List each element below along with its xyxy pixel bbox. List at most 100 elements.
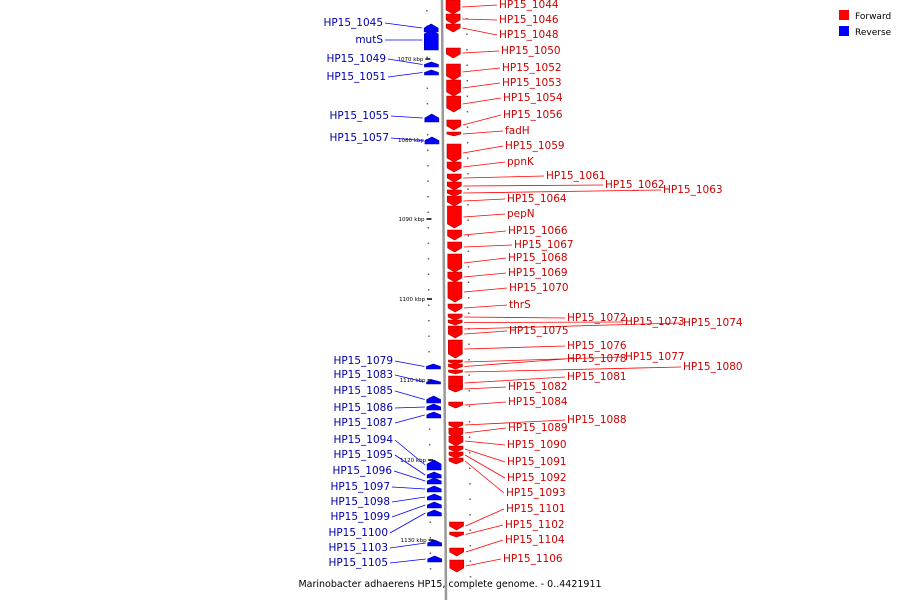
label-HP15_1072[interactable]: HP15_1072: [567, 312, 627, 324]
forward-gene-HP15_1050[interactable]: [446, 47, 461, 59]
forward-gene-HP15_1048[interactable]: [445, 23, 461, 33]
label-HP15_1055[interactable]: HP15_1055: [329, 110, 389, 122]
label-HP15_1089[interactable]: HP15_1089: [508, 422, 568, 434]
reverse-gene-HP15_1085[interactable]: [426, 395, 441, 404]
label-HP15_1090[interactable]: HP15_1090: [507, 439, 567, 451]
label-HP15_1054[interactable]: HP15_1054: [503, 92, 563, 104]
forward-gene-HP15_1070[interactable]: [447, 281, 463, 303]
forward-gene-HP15_1059[interactable]: [446, 143, 462, 163]
forward-gene-HP15_1072[interactable]: [447, 313, 463, 321]
forward-gene-HP15_1066[interactable]: [447, 229, 462, 241]
label-thrS[interactable]: thrS: [509, 299, 531, 311]
label-HP15_1098[interactable]: HP15_1098: [330, 496, 390, 508]
label-HP15_1082[interactable]: HP15_1082: [508, 381, 568, 393]
label-HP15_1084[interactable]: HP15_1084: [508, 396, 568, 408]
label-pepN[interactable]: pepN: [507, 208, 535, 220]
forward-gene-HP15_1064[interactable]: [447, 195, 462, 207]
reverse-gene-HP15_1103[interactable]: [427, 539, 442, 547]
label-HP15_1049[interactable]: HP15_1049: [326, 53, 386, 65]
reverse-gene-HP15_1051[interactable]: [424, 69, 439, 76]
forward-gene-HP15_1069[interactable]: [447, 271, 463, 283]
forward-gene-HP15_1082[interactable]: [448, 385, 463, 393]
label-mutS[interactable]: mutS: [355, 34, 383, 46]
forward-gene-fadH[interactable]: [446, 131, 462, 137]
reverse-gene-HP15_1083[interactable]: [426, 379, 441, 385]
label-HP15_1106[interactable]: HP15_1106: [503, 553, 563, 565]
label-HP15_1091[interactable]: HP15_1091: [507, 456, 567, 468]
forward-gene-HP15_1078[interactable]: [448, 363, 463, 370]
forward-gene-HP15_1093[interactable]: [448, 457, 464, 465]
label-HP15_1088[interactable]: HP15_1088: [567, 414, 627, 426]
forward-gene-HP15_1054[interactable]: [446, 95, 461, 113]
label-HP15_1087[interactable]: HP15_1087: [333, 417, 393, 429]
forward-gene-HP15_1056[interactable]: [446, 119, 462, 131]
reverse-gene-HP15_1096[interactable]: [426, 477, 442, 485]
label-HP15_1080[interactable]: HP15_1080: [683, 361, 743, 373]
forward-gene-HP15_1084[interactable]: [448, 401, 464, 409]
label-HP15_1056[interactable]: HP15_1056: [503, 109, 563, 121]
reverse-gene-HP15_1099[interactable]: [427, 501, 442, 509]
reverse-gene-HP15_1087[interactable]: [426, 411, 442, 419]
label-HP15_1074[interactable]: HP15_1074: [683, 317, 743, 329]
reverse-gene-mutS[interactable]: [423, 29, 439, 51]
reverse-gene-HP15_1100[interactable]: [427, 509, 442, 517]
forward-gene-HP15_1104[interactable]: [449, 547, 464, 557]
label-HP15_1051[interactable]: HP15_1051: [326, 71, 386, 83]
label-HP15_1095[interactable]: HP15_1095: [333, 449, 393, 461]
label-HP15_1075[interactable]: HP15_1075: [509, 325, 569, 337]
label-HP15_1063[interactable]: HP15_1063: [663, 184, 723, 196]
forward-gene-HP15_1088[interactable]: [448, 421, 464, 429]
forward-gene-HP15_1080[interactable]: [448, 369, 463, 375]
forward-gene-HP15_1063[interactable]: [446, 189, 462, 197]
reverse-gene-HP15_1079[interactable]: [426, 363, 441, 370]
label-HP15_1077[interactable]: HP15_1077: [625, 351, 685, 363]
forward-gene-HP15_1044[interactable]: [445, 0, 461, 15]
label-HP15_1061[interactable]: HP15_1061: [546, 170, 606, 182]
forward-gene-HP15_1077[interactable]: [448, 359, 463, 365]
reverse-gene-HP15_1055[interactable]: [424, 113, 440, 123]
label-HP15_1066[interactable]: HP15_1066: [508, 225, 568, 237]
label-HP15_1069[interactable]: HP15_1069: [508, 267, 568, 279]
forward-gene-thrS[interactable]: [447, 303, 463, 313]
forward-gene-pepN[interactable]: [447, 205, 462, 229]
forward-gene-HP15_1101[interactable]: [449, 521, 464, 531]
forward-gene-HP15_1073[interactable]: [447, 319, 463, 326]
reverse-gene-HP15_1086[interactable]: [426, 403, 442, 411]
label-HP15_1094[interactable]: HP15_1094: [333, 434, 393, 446]
forward-gene-HP15_1091[interactable]: [448, 445, 464, 453]
label-HP15_1104[interactable]: HP15_1104: [505, 534, 565, 546]
label-fadH[interactable]: fadH: [505, 125, 530, 137]
forward-gene-HP15_1061[interactable]: [446, 173, 462, 183]
forward-gene-HP15_1062[interactable]: [446, 181, 462, 191]
label-HP15_1092[interactable]: HP15_1092: [507, 472, 567, 484]
label-HP15_1046[interactable]: HP15_1046: [499, 14, 559, 26]
label-HP15_1064[interactable]: HP15_1064: [507, 193, 567, 205]
forward-gene-HP15_1068[interactable]: [447, 253, 463, 273]
reverse-gene-HP15_1049[interactable]: [424, 61, 439, 68]
label-HP15_1044[interactable]: HP15_1044: [499, 0, 559, 11]
forward-gene-ppnK[interactable]: [446, 161, 462, 173]
label-HP15_1100[interactable]: HP15_1100: [328, 527, 388, 539]
label-ppnK[interactable]: ppnK: [507, 156, 535, 168]
label-HP15_1052[interactable]: HP15_1052: [502, 62, 562, 74]
forward-gene-HP15_1106[interactable]: [449, 559, 465, 573]
label-HP15_1053[interactable]: HP15_1053: [502, 77, 562, 89]
forward-gene-HP15_1090[interactable]: [448, 435, 464, 447]
label-HP15_1079[interactable]: HP15_1079: [333, 355, 393, 367]
label-HP15_1099[interactable]: HP15_1099: [330, 511, 390, 523]
label-HP15_1085[interactable]: HP15_1085: [333, 385, 393, 397]
forward-gene-HP15_1067[interactable]: [447, 241, 462, 253]
label-HP15_1048[interactable]: HP15_1048: [499, 29, 559, 41]
reverse-gene-HP15_1095[interactable]: [426, 471, 442, 479]
label-HP15_1050[interactable]: HP15_1050: [501, 45, 561, 57]
label-HP15_1096[interactable]: HP15_1096: [332, 465, 392, 477]
reverse-gene-HP15_1057[interactable]: [424, 136, 440, 145]
label-HP15_1078[interactable]: HP15_1078: [567, 353, 627, 365]
forward-gene-HP15_1046[interactable]: [445, 13, 461, 25]
label-HP15_1083[interactable]: HP15_1083: [333, 369, 393, 381]
forward-gene-HP15_1092[interactable]: [448, 451, 464, 459]
reverse-gene-HP15_1097[interactable]: [426, 485, 442, 493]
reverse-gene-HP15_1105[interactable]: [427, 555, 443, 563]
reverse-gene-HP15_1098[interactable]: [427, 493, 442, 501]
label-HP15_1067[interactable]: HP15_1067: [514, 239, 574, 251]
